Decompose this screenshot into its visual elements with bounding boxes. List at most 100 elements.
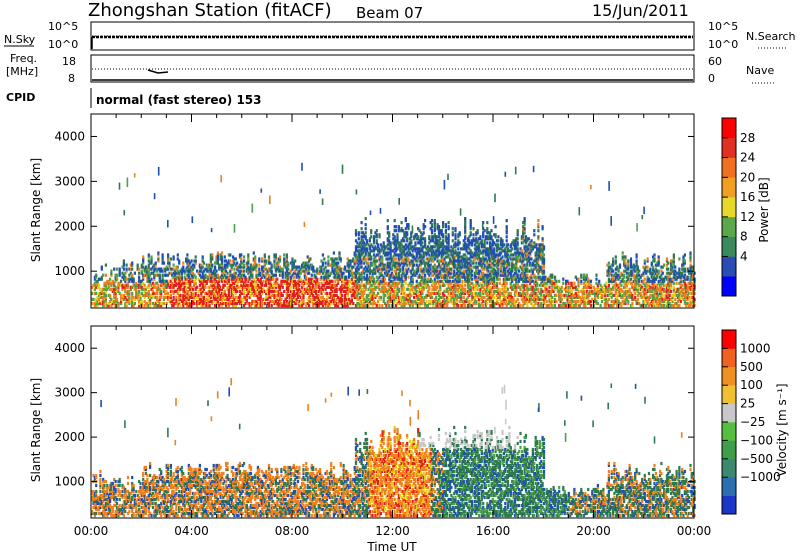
power-cell — [211, 291, 214, 295]
power-cell — [359, 291, 362, 295]
power-cell — [122, 277, 125, 281]
power-cell — [396, 293, 399, 297]
power-cell — [320, 269, 323, 273]
power-cell — [209, 261, 212, 265]
power-cell — [328, 263, 331, 267]
power-cell — [308, 295, 311, 299]
power-cell — [367, 257, 370, 261]
power-cell — [404, 281, 407, 285]
power-cell — [180, 277, 183, 281]
power-cell — [508, 261, 511, 265]
power-cell — [237, 299, 240, 304]
power-cell — [377, 291, 380, 295]
power-cell — [200, 263, 203, 267]
power-cell — [211, 299, 214, 304]
power-cell — [161, 279, 164, 283]
power-cell — [240, 253, 243, 257]
power-cell — [378, 279, 381, 283]
power-cell — [350, 279, 353, 283]
power-cell — [364, 281, 367, 285]
power-cell — [164, 269, 167, 273]
power-cell — [143, 269, 146, 273]
power-cell — [317, 281, 320, 285]
power-cell — [469, 219, 472, 223]
power-cell — [202, 261, 206, 265]
power-cell — [133, 297, 136, 301]
power-cell — [359, 285, 362, 289]
power-cell — [95, 273, 98, 277]
power-cell — [479, 235, 482, 239]
power-cell — [306, 279, 309, 283]
power-cell — [346, 303, 349, 308]
power-cell — [395, 289, 398, 293]
power-cell — [179, 295, 182, 299]
power-cell — [265, 297, 268, 301]
power-cell — [392, 259, 395, 263]
power-cell — [191, 263, 195, 267]
power-cell — [359, 283, 362, 287]
power-cell — [523, 217, 526, 221]
power-cell — [274, 285, 277, 289]
power-cell — [331, 263, 334, 267]
power-cell — [413, 295, 416, 299]
power-cell — [128, 295, 131, 299]
power-cell — [131, 273, 134, 277]
power-cell — [109, 287, 112, 291]
power-cell — [278, 287, 282, 291]
power-cell — [372, 247, 376, 251]
power-cell — [360, 221, 363, 225]
power-cell — [354, 295, 358, 299]
power-cell — [200, 281, 203, 285]
power-cell — [194, 285, 197, 289]
power-cell — [176, 287, 179, 291]
power-cell — [276, 303, 279, 308]
power-cell — [115, 297, 119, 301]
power-cell — [97, 297, 101, 301]
power-cell — [363, 285, 366, 289]
power-cell — [189, 289, 192, 293]
power-cell — [343, 285, 347, 289]
power-cell — [359, 255, 362, 259]
power-cell — [209, 275, 212, 279]
power-cell — [202, 277, 206, 281]
power-cell — [216, 283, 219, 287]
power-cell — [191, 273, 195, 277]
power-cell — [161, 259, 164, 263]
power-cell — [407, 223, 410, 227]
power-cell — [138, 301, 141, 306]
power-cell — [360, 243, 363, 247]
power-cell — [350, 293, 353, 297]
power-cell — [190, 279, 193, 283]
power-cell — [278, 259, 282, 263]
power-cell — [357, 233, 360, 237]
power-cell — [232, 293, 235, 297]
power-cell — [122, 273, 125, 277]
power-cell — [165, 301, 168, 306]
power-cell — [142, 275, 145, 279]
power-cell — [386, 231, 389, 235]
power-cell — [147, 285, 150, 289]
power-cell — [283, 259, 286, 263]
power-cell — [272, 277, 275, 281]
power-cell — [338, 275, 341, 279]
power-cell — [103, 299, 106, 304]
power-cell — [342, 283, 345, 287]
power-cell — [160, 301, 163, 306]
power-cell — [371, 291, 374, 295]
power-cell — [337, 275, 340, 279]
power-cell — [155, 299, 159, 304]
power-cell — [201, 279, 204, 283]
power-cell — [356, 271, 359, 275]
power-cell — [138, 283, 141, 287]
power-cell — [330, 263, 333, 267]
power-cell — [176, 275, 179, 279]
power-cell — [395, 295, 398, 299]
power-cell — [353, 275, 356, 279]
power-cell — [334, 273, 337, 277]
power-cell — [176, 279, 179, 283]
power-cell — [227, 279, 230, 283]
power-cell — [259, 271, 262, 275]
power-cell — [230, 295, 233, 299]
power-cell — [131, 291, 134, 295]
power-cell — [337, 297, 340, 301]
